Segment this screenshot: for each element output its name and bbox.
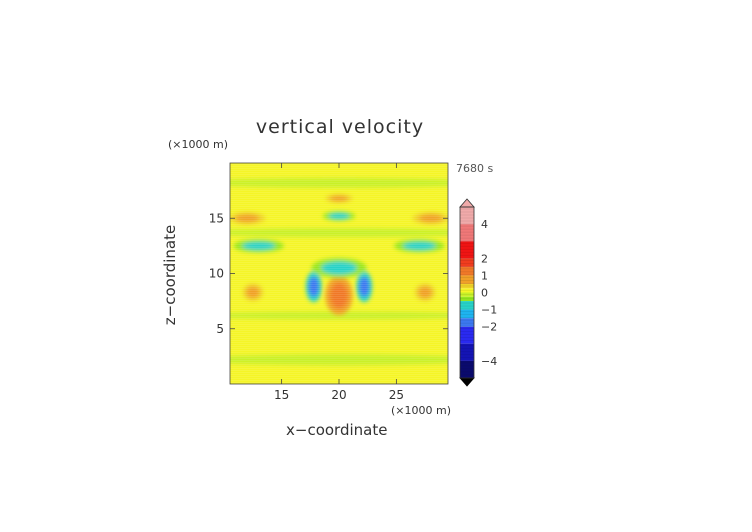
colorbar-label-4: −1 xyxy=(481,304,497,317)
x-tick-label-15: 15 xyxy=(274,388,289,402)
colorbar-segment-3 xyxy=(460,318,474,327)
colorbar-segment-12 xyxy=(460,258,474,267)
colorbar-segment-5 xyxy=(460,301,474,310)
y-unit-label: (×1000 m) xyxy=(168,138,229,151)
colorbar-segment-2 xyxy=(460,326,474,344)
colorbar-segment-14 xyxy=(460,224,474,242)
colorbar-label-0: 4 xyxy=(481,218,488,231)
colorbar: 4 2 1 0 −1 −2 −4 xyxy=(459,198,497,387)
colorbar-segment-15 xyxy=(460,207,474,225)
x-unit-label: (×1000 m) xyxy=(391,404,452,417)
colorbar-segment-0 xyxy=(460,360,474,378)
colorbar-segment-1 xyxy=(460,343,474,361)
colorbar-segment-8 xyxy=(460,288,474,293)
colorbar-label-6: −4 xyxy=(481,355,497,368)
colorbar-label-3: 0 xyxy=(481,287,488,300)
colorbar-bottom-arrow xyxy=(459,377,475,387)
colorbar-top-arrow xyxy=(459,198,475,208)
y-tick-label-10: 10 xyxy=(209,267,224,281)
colorbar-segment-6 xyxy=(460,296,474,302)
x-tick-label-25: 25 xyxy=(389,388,404,402)
colorbar-segment-13 xyxy=(460,241,474,259)
colorbar-segment-9 xyxy=(460,283,474,289)
colorbar-segment-4 xyxy=(460,309,474,319)
x-tick-label-20: 20 xyxy=(331,388,346,402)
colorbar-segment-11 xyxy=(460,266,474,276)
time-label: 7680 s xyxy=(456,162,494,175)
plot-area xyxy=(230,163,448,384)
colorbar-segment-7 xyxy=(460,292,474,297)
y-tick-label-5: 5 xyxy=(216,322,224,336)
scanlines xyxy=(230,163,448,384)
colorbar-label-5: −2 xyxy=(481,321,497,334)
colorbar-label-2: 1 xyxy=(481,269,488,282)
colorbar-label-1: 2 xyxy=(481,252,488,265)
y-tick-label-15: 15 xyxy=(209,211,224,225)
axes: 15 20 25 5 10 15 xyxy=(209,162,449,402)
colorbar-frame xyxy=(459,206,475,379)
x-axis-label: x−coordinate xyxy=(286,421,388,439)
chart-title: vertical velocity xyxy=(255,116,425,138)
colorbar-segment-10 xyxy=(460,275,474,284)
